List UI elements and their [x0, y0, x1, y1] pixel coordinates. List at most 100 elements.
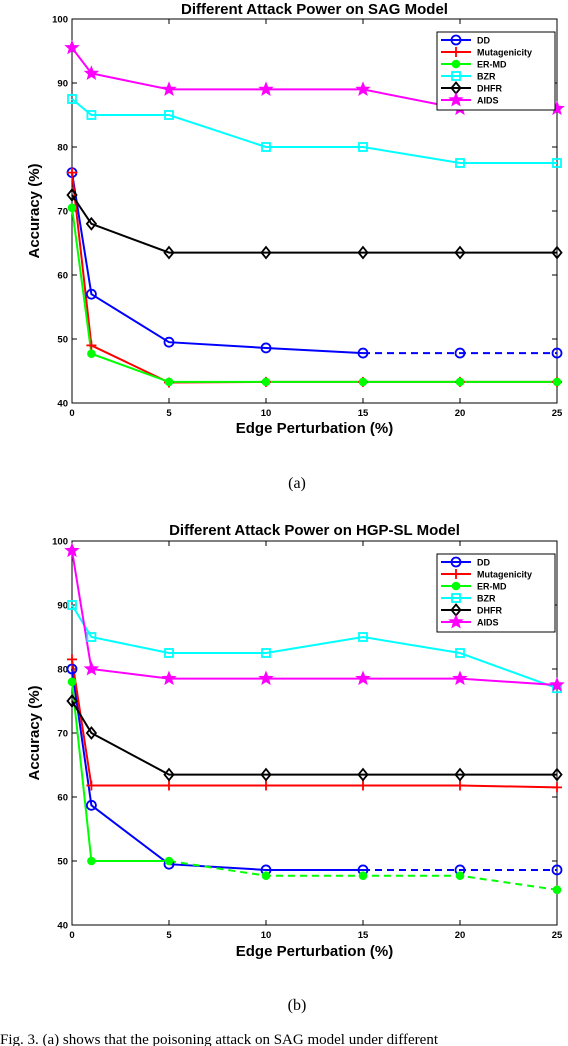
legend-label: DHFR [477, 83, 502, 93]
legend: DD Mutagenicity ER-MD BZR DHFR AIDS [436, 553, 556, 633]
legend-swatch-marker [448, 613, 464, 629]
series-dhfr [71, 194, 557, 254]
data-point [86, 110, 97, 120]
series-markers-er-md [67, 203, 562, 387]
series-markers-bzr [67, 94, 562, 168]
data-point [357, 245, 369, 260]
y-tick-label: 90 [57, 79, 68, 90]
data-point [258, 670, 274, 686]
legend-label: DHFR [477, 605, 502, 615]
data-point [452, 670, 468, 686]
data-point [66, 694, 78, 708]
data-point [164, 648, 174, 658]
data-point [355, 81, 371, 96]
data-point [551, 347, 563, 359]
data-point [161, 81, 177, 96]
legend-label: AIDS [477, 95, 499, 105]
y-tick-label: 50 [57, 335, 68, 346]
data-point [164, 780, 174, 791]
y-tick-label: 50 [57, 857, 68, 868]
x-tick-label: 20 [455, 930, 466, 941]
data-point [163, 336, 175, 348]
series-line [71, 98, 557, 164]
data-point [163, 767, 175, 782]
legend-label: Mutagenicity [477, 569, 532, 579]
data-point [67, 203, 77, 213]
data-point [86, 799, 97, 811]
data-point [455, 377, 465, 387]
data-point [261, 780, 271, 791]
legend-swatch-marker [450, 556, 462, 568]
y-tick-label: 90 [57, 601, 68, 612]
data-point [261, 377, 271, 387]
series-markers-dhfr [66, 188, 563, 260]
data-point [83, 660, 100, 676]
data-point [67, 600, 77, 610]
x-tick-label: 0 [69, 408, 74, 419]
series-markers-mutagenicity [67, 654, 562, 793]
series-dhfr [71, 700, 557, 776]
x-tick-label: 10 [261, 930, 272, 941]
data-point [66, 663, 78, 675]
legend-swatch-marker [451, 59, 461, 69]
x-tick-label: 5 [166, 930, 172, 941]
legend-label: BZR [477, 593, 496, 603]
legend: DD Mutagenicity ER-MD BZR DHFR AIDS [436, 31, 556, 111]
data-point [551, 864, 563, 876]
x-axis-label: Edge Perturbation (%) [236, 943, 394, 960]
data-point [85, 216, 98, 231]
y-tick-label: 100 [52, 15, 68, 26]
data-point [164, 110, 174, 120]
data-point [66, 188, 78, 202]
series-markers-dd [66, 663, 563, 876]
y-axis-label: Accuracy (%) [26, 163, 43, 258]
data-point [455, 871, 465, 881]
data-point [161, 670, 177, 686]
data-point [67, 94, 77, 104]
x-tick-label: 20 [455, 408, 466, 419]
data-point [64, 39, 80, 55]
data-point [358, 632, 368, 642]
data-point [64, 542, 80, 558]
data-point [86, 780, 97, 791]
chart-title: Different Attack Power on SAG Model [181, 1, 448, 18]
data-point [86, 632, 97, 642]
data-point [261, 871, 271, 881]
legend-label: DD [477, 557, 490, 567]
data-point [358, 377, 368, 387]
legend-swatch-marker [451, 71, 461, 81]
series-line [71, 194, 557, 254]
series-markers-dhfr [66, 694, 563, 782]
data-point [86, 288, 97, 300]
data-point [83, 65, 100, 80]
figure-caption-text: Fig. 3. (a) shows that the poisoning att… [0, 1032, 439, 1046]
y-tick-label: 80 [57, 143, 68, 154]
series-markers-aids [64, 542, 565, 692]
x-tick-label: 25 [552, 930, 563, 941]
data-point [260, 767, 272, 782]
data-point [454, 767, 466, 782]
data-point [85, 726, 98, 740]
data-point [358, 871, 368, 881]
data-point [86, 340, 97, 351]
chart-hgpsl: Different Attack Power on HGP-SL Model 0 5… [26, 522, 565, 960]
series-bzr [71, 98, 557, 164]
data-point [552, 158, 562, 168]
data-point [551, 245, 563, 260]
data-point [357, 347, 369, 359]
data-point [355, 670, 371, 686]
legend-swatch-marker [451, 569, 461, 579]
data-point [454, 347, 466, 359]
series-dd [71, 172, 557, 355]
x-tick-label: 0 [69, 930, 74, 941]
y-tick-label: 60 [57, 793, 68, 804]
y-tick-label: 40 [57, 921, 68, 932]
data-point [455, 158, 465, 168]
data-point [358, 780, 368, 791]
series-line [71, 604, 558, 690]
data-point [454, 245, 466, 260]
y-tick-label: 70 [57, 729, 68, 740]
x-tick-label: 5 [166, 408, 172, 419]
data-point [260, 245, 272, 260]
